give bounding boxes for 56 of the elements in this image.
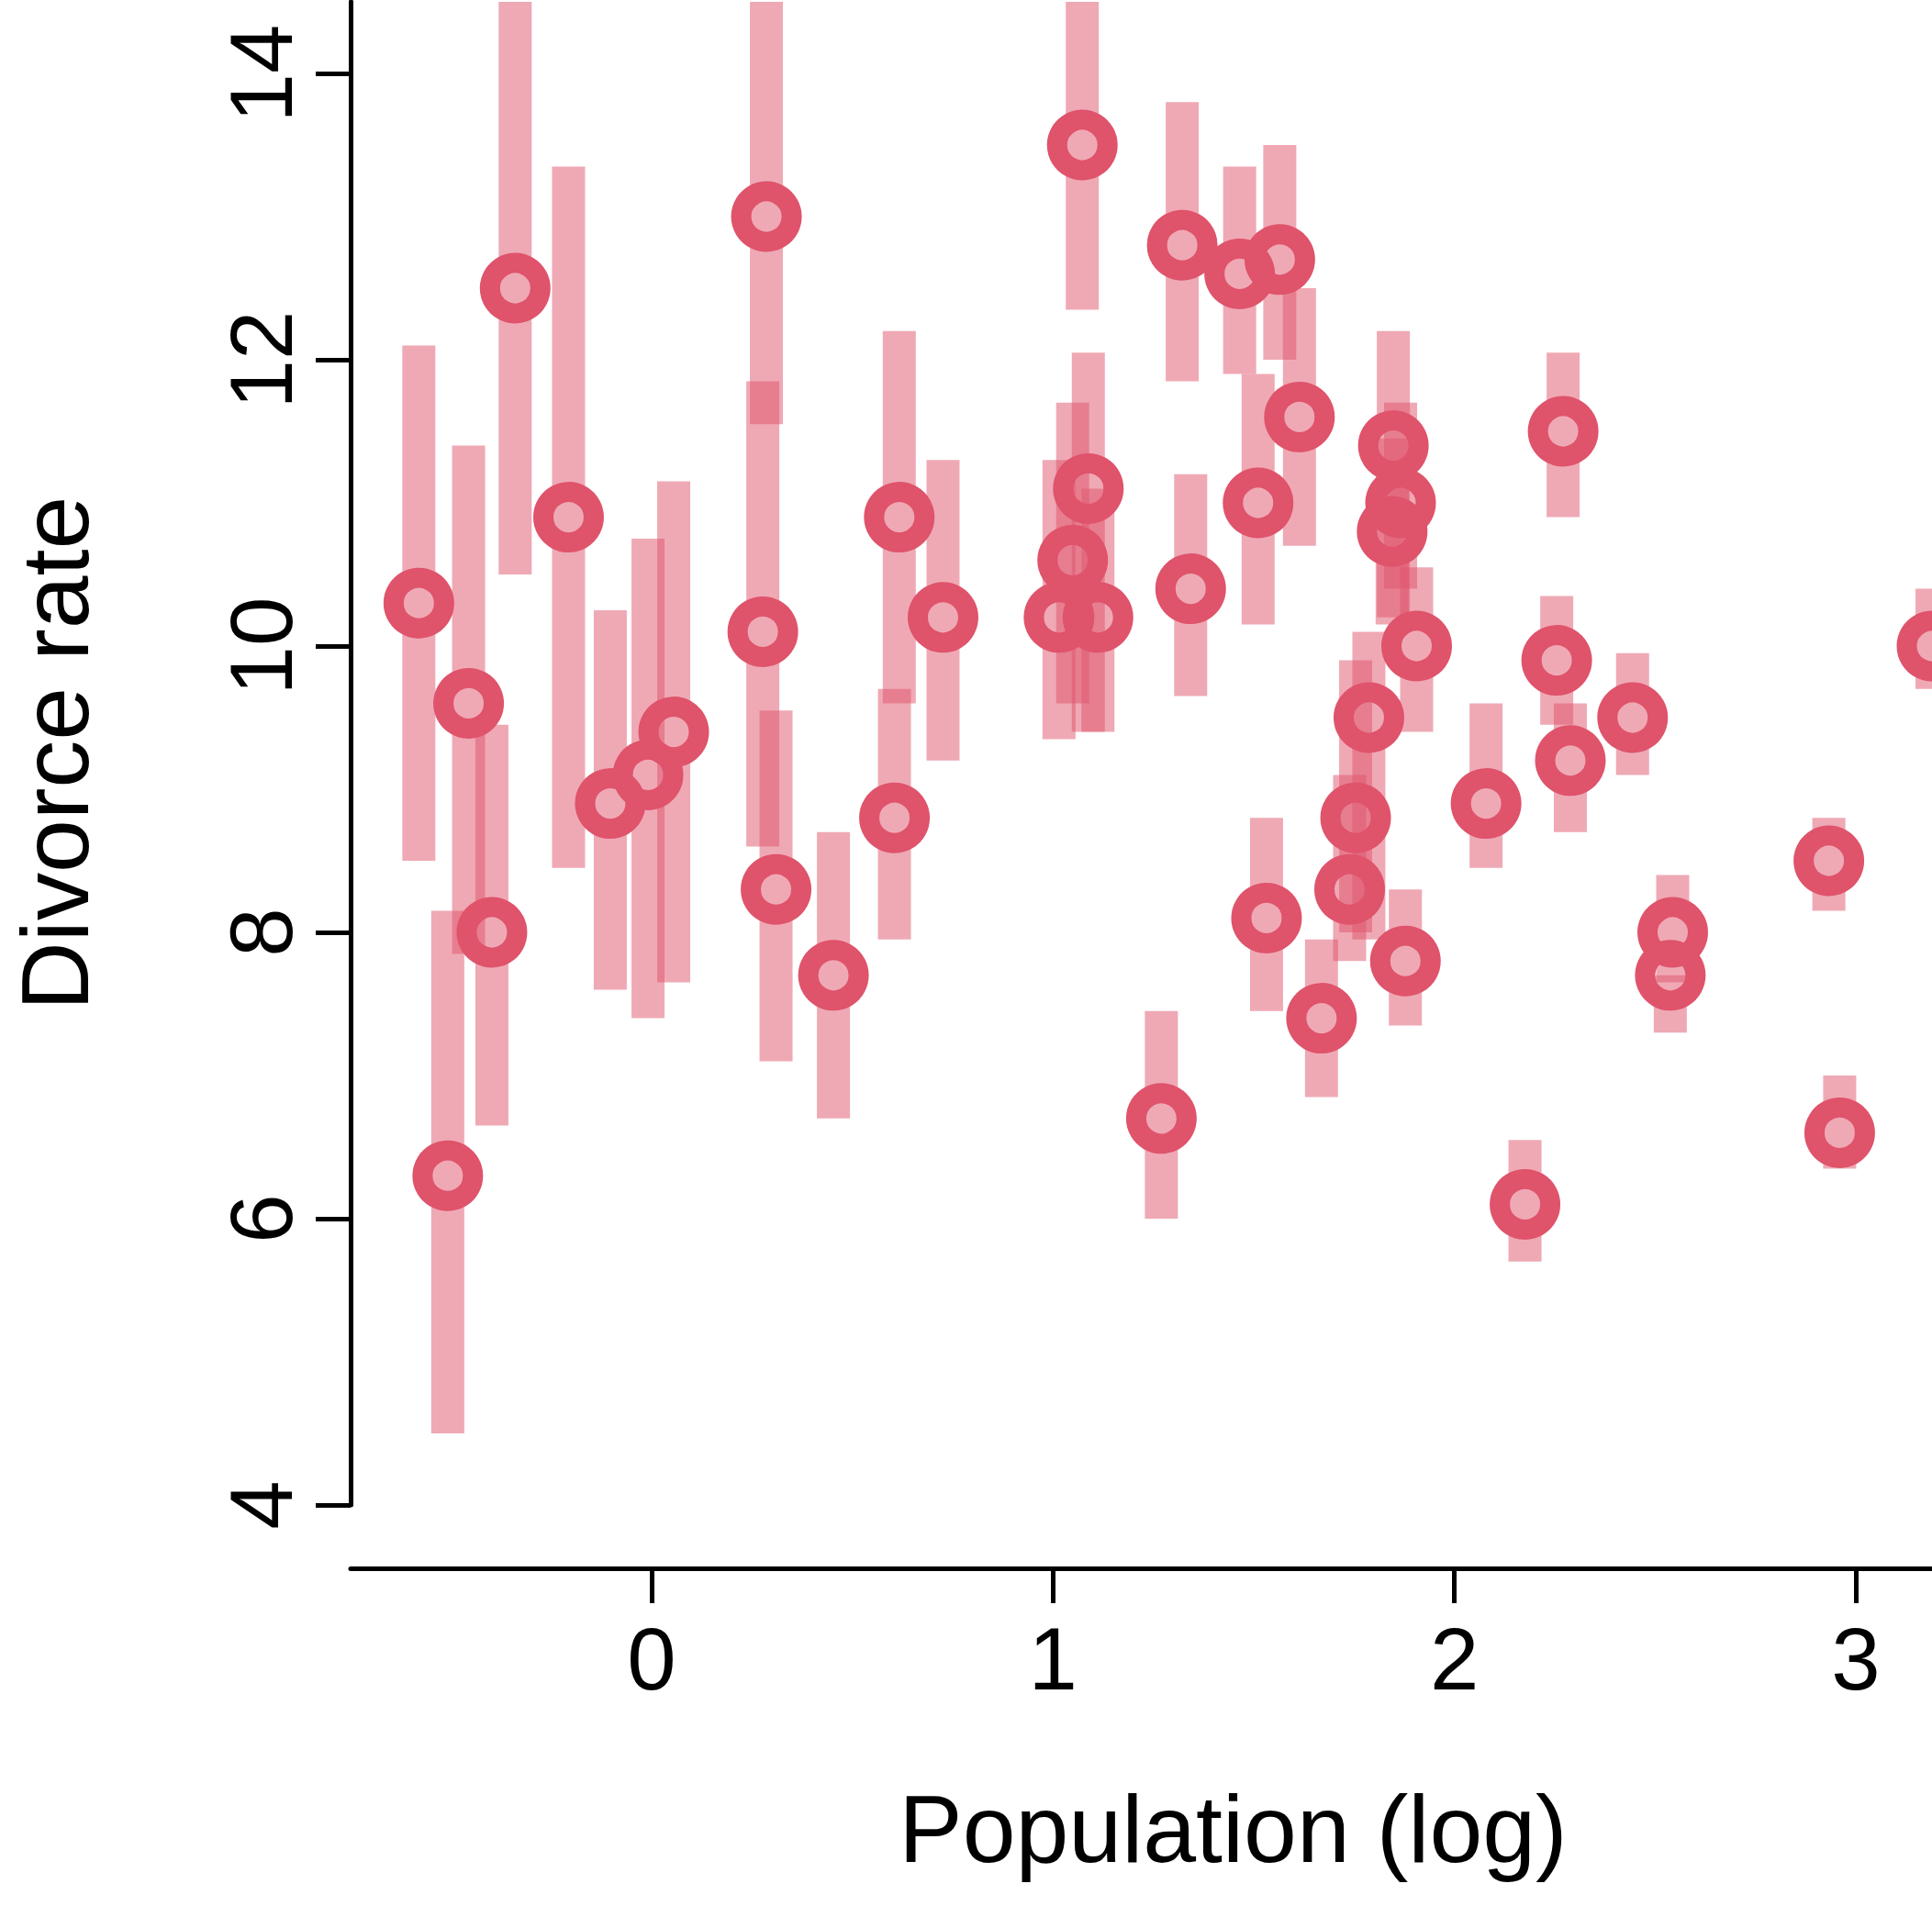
y-tick-label: 4	[211, 1480, 310, 1530]
point	[1357, 496, 1428, 567]
point	[1320, 782, 1391, 853]
point	[908, 582, 978, 653]
y-tick-label: 8	[211, 908, 310, 957]
point	[727, 596, 798, 667]
point	[1046, 109, 1118, 181]
point	[1062, 582, 1134, 653]
point	[1204, 238, 1276, 309]
point	[1223, 467, 1294, 539]
point	[731, 181, 802, 252]
point	[1490, 1168, 1561, 1240]
point	[1637, 897, 1708, 968]
point	[1369, 925, 1441, 997]
point	[383, 567, 454, 639]
point	[479, 252, 551, 324]
x-tick-label: 0	[627, 1609, 676, 1708]
point	[1286, 983, 1357, 1054]
point	[1535, 725, 1606, 797]
point	[638, 697, 709, 768]
point	[1155, 553, 1226, 625]
point	[1023, 582, 1095, 653]
point	[1793, 825, 1865, 897]
point	[1314, 853, 1385, 925]
point	[1597, 682, 1669, 753]
point	[798, 940, 869, 1011]
point	[1146, 209, 1218, 281]
point	[533, 482, 604, 553]
y-tick-label: 6	[211, 1194, 310, 1243]
y-tick-label: 14	[211, 24, 310, 123]
point	[456, 897, 528, 968]
point	[1521, 625, 1592, 697]
point	[1244, 224, 1315, 295]
point	[1053, 452, 1124, 524]
point	[859, 782, 931, 853]
point	[412, 1140, 484, 1211]
point	[433, 667, 505, 739]
point	[1804, 1097, 1875, 1168]
y-tick-label: 12	[211, 310, 310, 409]
y-axis-title: Divorce rate	[2, 496, 108, 1011]
y-tick-label: 10	[211, 596, 310, 696]
point	[1334, 682, 1404, 753]
x-tick-label: 2	[1429, 1609, 1480, 1708]
point	[1527, 396, 1599, 467]
point	[741, 853, 812, 925]
point	[1231, 882, 1302, 953]
point	[1125, 1083, 1197, 1154]
point	[1635, 940, 1706, 1011]
point	[575, 768, 646, 840]
point	[1450, 768, 1522, 840]
point	[864, 482, 935, 553]
point	[1381, 610, 1452, 682]
point	[1264, 381, 1335, 452]
x-tick-label: 1	[1028, 1609, 1078, 1708]
x-tick-label: 3	[1831, 1609, 1881, 1708]
x-axis-title: Population (log)	[899, 1776, 1568, 1882]
